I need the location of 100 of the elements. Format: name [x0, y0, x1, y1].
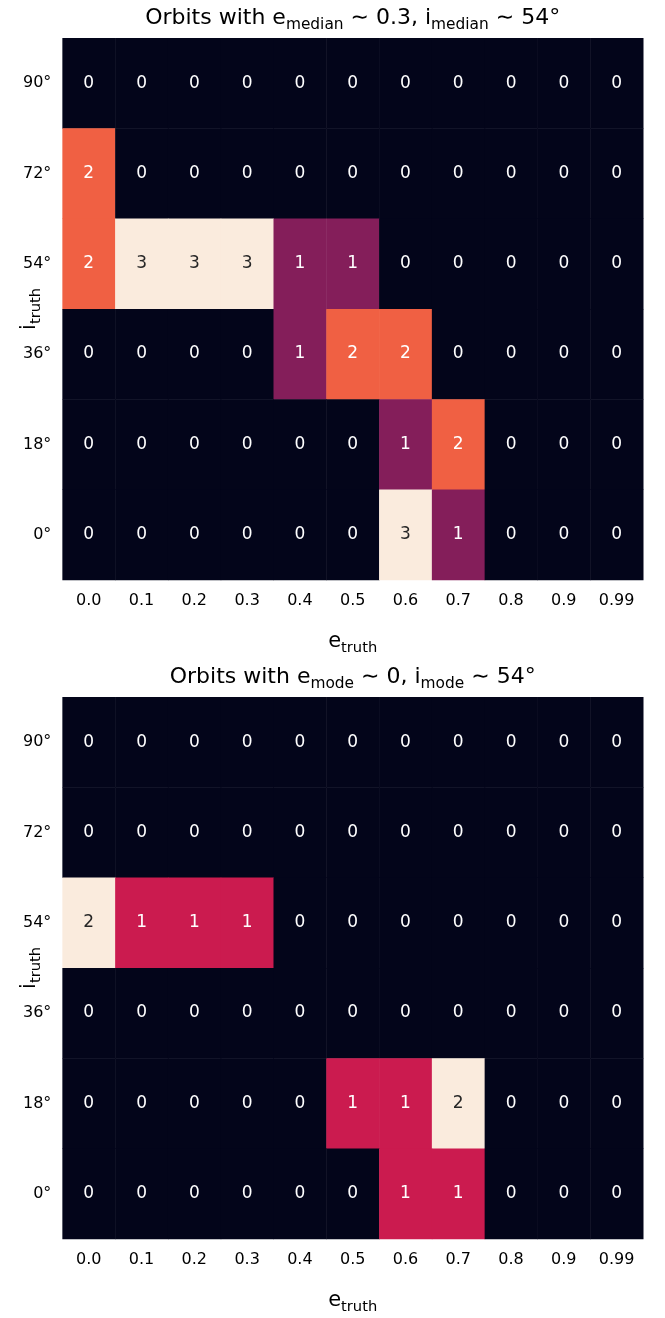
x-tick-label: 0.6 — [392, 1248, 419, 1268]
data-label: 0 — [611, 71, 623, 92]
data-label: 0 — [611, 252, 623, 273]
data-label: 0 — [136, 342, 147, 363]
data-label: 0 — [558, 730, 570, 751]
y-tick-label: 36° — [23, 1002, 52, 1022]
y-tick-label: 72° — [23, 162, 52, 182]
data-label: 0 — [452, 71, 464, 92]
x-tick-label: 0.99 — [598, 1248, 635, 1268]
data-label: 1 — [188, 911, 200, 932]
y-tick-label: 90° — [23, 731, 52, 751]
data-label: 0 — [505, 252, 517, 273]
data-label: 0 — [400, 252, 411, 273]
data-label: 0 — [558, 820, 570, 841]
data-label: 0 — [400, 71, 411, 92]
data-label: 0 — [452, 730, 464, 751]
data-label: 0 — [294, 1182, 306, 1203]
data-label: 0 — [241, 730, 253, 751]
data-label: 0 — [241, 342, 253, 363]
data-label: 0 — [400, 730, 411, 751]
data-label: 0 — [241, 71, 253, 92]
y-tick-label: 54° — [23, 911, 52, 931]
data-label: 0 — [611, 1182, 623, 1203]
data-label: 0 — [83, 1091, 95, 1112]
data-label: 0 — [558, 252, 570, 273]
data-label: 0 — [136, 730, 147, 751]
data-label: 0 — [347, 71, 359, 92]
data-label: 0 — [241, 1091, 253, 1112]
data-label: 0 — [611, 161, 623, 182]
data-label: 0 — [505, 342, 517, 363]
data-label: 0 — [347, 730, 359, 751]
data-label: 0 — [347, 1001, 359, 1022]
data-label: 0 — [241, 432, 253, 453]
data-label: 0 — [558, 1001, 570, 1022]
y-tick-label: 18° — [23, 433, 52, 453]
data-label: 2 — [83, 161, 95, 182]
data-label: 0 — [558, 342, 570, 363]
data-label: 0 — [241, 523, 253, 544]
x-tick-label: 0.4 — [287, 1248, 313, 1268]
data-label: 0 — [294, 432, 306, 453]
x-tick-label: 0.2 — [181, 589, 208, 609]
data-label: 3 — [188, 252, 200, 273]
data-label: 0 — [188, 161, 200, 182]
x-tick-label: 0.8 — [498, 1248, 524, 1268]
data-label: 1 — [400, 1182, 411, 1203]
data-label: 0 — [188, 432, 200, 453]
x-tick-label: 0.0 — [76, 1248, 102, 1268]
y-tick-label: 0° — [33, 1182, 52, 1202]
y-tick-label: 72° — [23, 821, 52, 841]
data-label: 0 — [83, 820, 95, 841]
data-label: 1 — [136, 911, 147, 932]
data-label: 0 — [452, 1001, 464, 1022]
data-label: 0 — [294, 1091, 306, 1112]
data-label: 1 — [452, 1182, 464, 1203]
data-label: 0 — [611, 432, 623, 453]
data-label: 0 — [505, 1001, 517, 1022]
data-label: 0 — [611, 1091, 623, 1112]
x-tick-label: 0.3 — [234, 589, 260, 609]
data-label: 0 — [241, 161, 253, 182]
data-label: 0 — [611, 730, 623, 751]
data-label: 0 — [452, 252, 464, 273]
x-tick-label: 0.1 — [128, 589, 155, 609]
data-label: 0 — [611, 342, 623, 363]
data-label: 0 — [294, 730, 306, 751]
data-label: 0 — [505, 911, 517, 932]
data-label: 1 — [400, 432, 411, 453]
data-label: 0 — [505, 730, 517, 751]
data-label: 0 — [241, 1001, 253, 1022]
data-label: 0 — [611, 911, 623, 932]
data-label: 0 — [400, 1001, 411, 1022]
data-label: 0 — [136, 1001, 147, 1022]
data-label: 0 — [505, 820, 517, 841]
data-label: 0 — [294, 523, 306, 544]
data-label: 0 — [188, 71, 200, 92]
data-label: 0 — [347, 161, 359, 182]
data-label: 0 — [83, 730, 95, 751]
data-label: 3 — [241, 252, 253, 273]
x-tick-label: 0.0 — [76, 589, 102, 609]
data-label: 0 — [452, 161, 464, 182]
x-tick-label: 0.4 — [287, 589, 313, 609]
data-label: 0 — [347, 820, 359, 841]
data-label: 0 — [400, 161, 411, 182]
y-axis-title: itruth — [16, 946, 44, 989]
x-tick-label: 0.5 — [339, 1248, 366, 1268]
data-label: 2 — [452, 1091, 464, 1112]
y-tick-label: 90° — [23, 72, 52, 92]
data-label: 0 — [188, 342, 200, 363]
data-label: 0 — [347, 911, 359, 932]
data-label: 1 — [400, 1091, 411, 1112]
data-label: 0 — [452, 911, 464, 932]
y-axis-title: itruth — [16, 287, 44, 330]
data-label: 0 — [136, 161, 147, 182]
data-label: 1 — [347, 1091, 359, 1112]
data-label: 0 — [558, 1091, 570, 1112]
x-tick-label: 0.1 — [128, 1248, 155, 1268]
data-label: 2 — [83, 911, 95, 932]
data-label: 2 — [400, 342, 411, 363]
y-tick-label: 18° — [23, 1092, 52, 1112]
data-label: 0 — [136, 71, 147, 92]
data-label: 0 — [558, 432, 570, 453]
